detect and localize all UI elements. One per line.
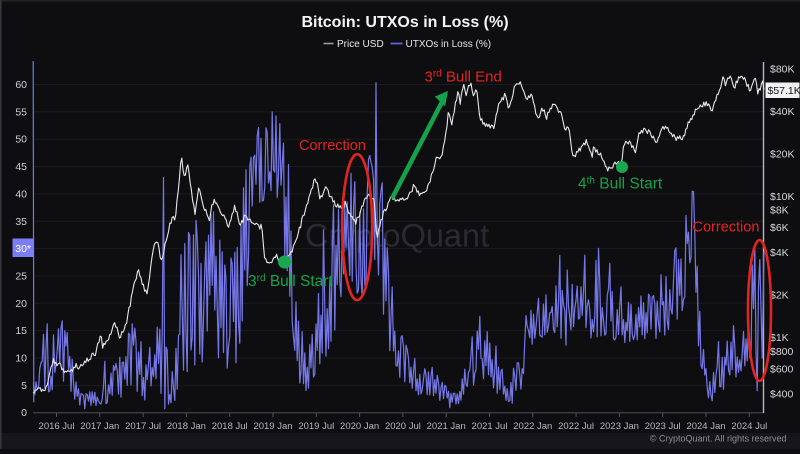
svg-text:$400: $400 xyxy=(770,388,794,400)
svg-text:45: 45 xyxy=(15,161,27,173)
svg-text:0: 0 xyxy=(21,407,27,419)
svg-text:20: 20 xyxy=(15,298,27,310)
svg-text:© CryptoQuant. All rights rese: © CryptoQuant. All rights reserved xyxy=(650,434,787,444)
svg-text:Price USD: Price USD xyxy=(337,39,384,50)
svg-text:$20K: $20K xyxy=(770,148,795,160)
svg-text:2020 Jan: 2020 Jan xyxy=(340,421,379,432)
svg-text:35: 35 xyxy=(15,216,27,228)
svg-text:2019 Jan: 2019 Jan xyxy=(253,421,292,432)
svg-text:$6K: $6K xyxy=(770,222,789,234)
svg-text:Bitcoin: UTXOs in Loss (%): Bitcoin: UTXOs in Loss (%) xyxy=(301,14,508,31)
svg-text:15: 15 xyxy=(15,325,27,337)
svg-text:25: 25 xyxy=(15,270,27,282)
svg-text:$57.1K: $57.1K xyxy=(768,85,800,97)
svg-text:40: 40 xyxy=(15,188,27,200)
svg-text:$10K: $10K xyxy=(770,191,795,203)
svg-text:2023 Jul: 2023 Jul xyxy=(645,421,681,432)
svg-text:2017 Jul: 2017 Jul xyxy=(125,421,161,432)
svg-text:$600: $600 xyxy=(770,363,794,375)
svg-text:$4K: $4K xyxy=(770,247,789,259)
svg-text:2018 Jul: 2018 Jul xyxy=(212,421,248,432)
svg-text:2019 Jul: 2019 Jul xyxy=(298,421,334,432)
svg-text:30*: 30* xyxy=(15,243,31,255)
svg-text:55: 55 xyxy=(15,106,27,118)
svg-text:2021 Jul: 2021 Jul xyxy=(472,421,508,432)
svg-text:2022 Jan: 2022 Jan xyxy=(513,421,552,432)
svg-text:5: 5 xyxy=(21,380,27,392)
svg-text:Correction: Correction xyxy=(693,220,760,236)
svg-text:2022 Jul: 2022 Jul xyxy=(558,421,594,432)
svg-text:2024 Jul: 2024 Jul xyxy=(731,421,767,432)
svg-text:50: 50 xyxy=(15,134,27,146)
svg-text:UTXOs in Loss (%): UTXOs in Loss (%) xyxy=(406,39,492,50)
svg-text:$80K: $80K xyxy=(770,63,795,75)
svg-text:$800: $800 xyxy=(770,346,794,358)
svg-text:2020 Jul: 2020 Jul xyxy=(385,421,421,432)
svg-text:Correction: Correction xyxy=(299,138,366,154)
svg-text:$8K: $8K xyxy=(770,205,789,217)
svg-text:2018 Jan: 2018 Jan xyxy=(167,421,206,432)
svg-text:$1K: $1K xyxy=(770,332,789,344)
svg-text:2023 Jan: 2023 Jan xyxy=(600,421,639,432)
svg-text:2021 Jan: 2021 Jan xyxy=(427,421,466,432)
svg-text:10: 10 xyxy=(15,353,27,365)
svg-text:$2K: $2K xyxy=(770,290,789,302)
svg-text:2024 Jan: 2024 Jan xyxy=(686,421,725,432)
svg-text:2016 Jul: 2016 Jul xyxy=(39,421,75,432)
svg-text:2017 Jan: 2017 Jan xyxy=(80,421,119,432)
svg-text:$40K: $40K xyxy=(770,106,795,118)
svg-text:60: 60 xyxy=(15,79,27,91)
